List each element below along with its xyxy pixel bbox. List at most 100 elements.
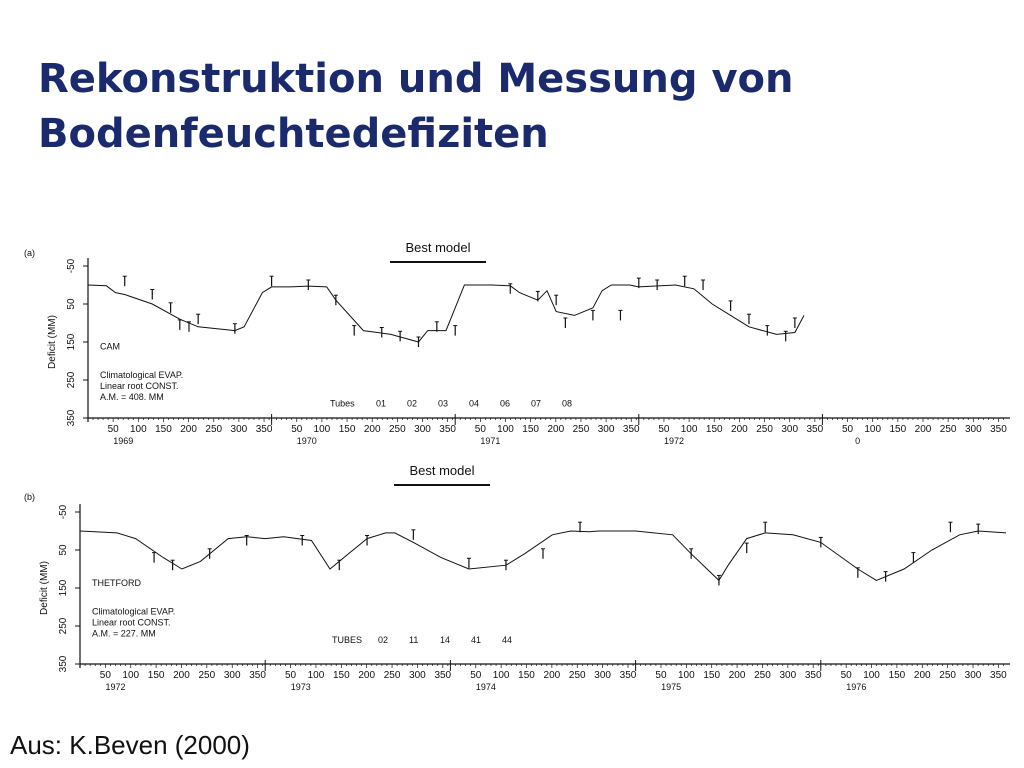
x-tick-label: 250 [939, 670, 956, 681]
model-series-line [79, 530, 1007, 582]
site-label: THETFORD [92, 578, 141, 588]
y-tick-label: 150 [66, 333, 77, 350]
tube-number: 04 [469, 399, 479, 409]
x-tick-label: 350 [623, 424, 640, 435]
x-tick-label: 200 [364, 424, 381, 435]
x-tick-label: 300 [965, 670, 982, 681]
x-tick-label: 250 [569, 670, 586, 681]
tube-number: 41 [471, 635, 481, 645]
x-tick-label: 300 [414, 424, 431, 435]
x-tick-label: 250 [756, 424, 773, 435]
x-tick-label: 250 [940, 424, 957, 435]
x-tick-label: 200 [915, 424, 932, 435]
x-tick-label: 200 [173, 670, 190, 681]
x-tick-label: 100 [130, 424, 147, 435]
x-tick-label: 250 [205, 424, 222, 435]
x-tick-label: 250 [199, 670, 216, 681]
x-tick-label: 300 [781, 424, 798, 435]
model-series-line [87, 284, 805, 343]
x-tick-label: 100 [308, 670, 325, 681]
x-tick-label: 350 [434, 670, 451, 681]
chart-title: Best model [405, 240, 470, 255]
y-tick-label: 350 [58, 655, 69, 672]
x-tick-label: 350 [805, 670, 822, 681]
y-tick-label: 250 [58, 617, 69, 634]
tube-number: 11 [409, 635, 418, 645]
chart-panel-b: (b) Best model -50 50 150 250 350 Deficit (MM) 5… [0, 458, 1024, 708]
x-tick-label: 300 [598, 424, 615, 435]
chart-title: Best model [409, 463, 474, 478]
title-line-1: Rekonstruktion und Messung von [38, 56, 794, 102]
y-tick-label: 50 [66, 298, 77, 310]
x-tick-label: 50 [285, 670, 297, 681]
tube-number: 06 [500, 399, 510, 409]
x-tick-label: 50 [100, 670, 112, 681]
tube-number: 44 [502, 635, 512, 645]
x-tick-label: 300 [224, 670, 241, 681]
x-tick-label: 150 [703, 670, 720, 681]
panel-label: (a) [24, 248, 35, 258]
x-tick-label: 250 [384, 670, 401, 681]
x-tick-label: 200 [729, 670, 746, 681]
x-tick-label: 300 [231, 424, 248, 435]
x-tick-label: 50 [658, 424, 670, 435]
x-tick-label: 150 [522, 424, 539, 435]
x-tick-label: 50 [842, 424, 854, 435]
y-axis-label: Deficit (MM) [39, 561, 50, 615]
tubes-label: TUBES [332, 635, 362, 645]
x-tick-label: 300 [594, 670, 611, 681]
year-label: 1976 [846, 682, 866, 692]
y-tick-label: -50 [66, 258, 77, 273]
x-tick-label: 100 [122, 670, 139, 681]
x-tick-label: 100 [864, 424, 881, 435]
x-tick-label: 200 [358, 670, 375, 681]
source-citation: Aus: K.Beven (2000) [10, 730, 250, 760]
tube-number: 08 [562, 399, 572, 409]
x-tick-label: 50 [841, 670, 853, 681]
x-tick-label: 150 [518, 670, 535, 681]
x-tick-label: 350 [990, 424, 1007, 435]
x-tick-label: 300 [409, 670, 426, 681]
x-tick-label: 50 [108, 424, 120, 435]
tube-number: 02 [407, 399, 417, 409]
model-note: Climatological EVAP. [100, 370, 183, 380]
x-tick-label: 300 [965, 424, 982, 435]
x-tick-label: 200 [731, 424, 748, 435]
x-tick-label: 150 [706, 424, 723, 435]
x-tick-label: 50 [470, 670, 482, 681]
chart-a-svg: (a) Best model -50 50 150 250 350 Deficit (MM) 5… [24, 240, 1010, 446]
x-tick-label: 200 [914, 670, 931, 681]
x-tick-label: 100 [493, 670, 510, 681]
x-tick-label: 50 [291, 424, 303, 435]
x-tick-label: 350 [990, 670, 1007, 681]
x-tick-label: 150 [890, 424, 907, 435]
x-tick-label: 350 [256, 424, 273, 435]
y-tick-label: 250 [66, 371, 77, 388]
model-note: Linear root CONST. [92, 618, 171, 628]
x-tick-label: 350 [807, 424, 824, 435]
x-tick-label: 100 [678, 670, 695, 681]
y-axis-label: Deficit (MM) [47, 315, 58, 369]
x-tick-label: 100 [681, 424, 698, 435]
model-note: A.M. = 408. MM [100, 392, 164, 402]
x-tick-label: 200 [547, 424, 564, 435]
year-label: 1973 [291, 682, 311, 692]
tube-number: 02 [378, 635, 388, 645]
x-tick-label: 250 [389, 424, 406, 435]
tubes-label: Tubes [330, 399, 355, 409]
tube-number: 03 [438, 399, 448, 409]
year-label: 1970 [297, 436, 317, 446]
model-note: Climatological EVAP. [92, 607, 175, 617]
year-label: 0 [855, 436, 860, 446]
x-tick-label: 150 [889, 670, 906, 681]
x-tick-label: 100 [314, 424, 331, 435]
year-label: 1972 [664, 436, 684, 446]
site-label: CAM [100, 342, 120, 352]
slide-title: Rekonstruktion und Messung von Bodenfeuc… [38, 52, 938, 162]
x-tick-label: 300 [779, 670, 796, 681]
x-tick-label: 50 [475, 424, 487, 435]
x-tick-label: 350 [620, 670, 637, 681]
chart-b-svg: (b) Best model -50 50 150 250 350 Deficit (MM) 5… [24, 463, 1010, 692]
tube-number: 07 [531, 399, 541, 409]
y-tick-label: 50 [58, 544, 69, 556]
